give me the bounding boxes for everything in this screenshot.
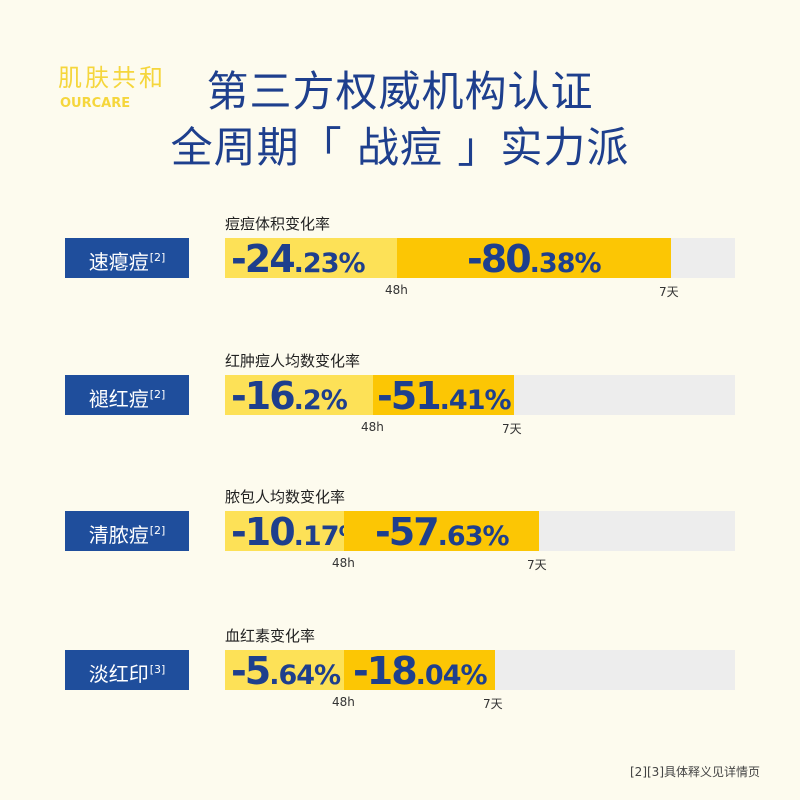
row-label-text: 褪红痘: [88, 387, 149, 411]
value-48h-dec: .23%: [293, 248, 366, 279]
row-label-ref: [2]: [149, 524, 166, 537]
footnote: [2][3]具体释义见详情页: [630, 765, 760, 779]
time-label-48h: 48h: [332, 556, 355, 570]
value-7d-int: -51: [377, 374, 442, 418]
value-48h-dec: .64%: [269, 660, 341, 691]
value-7d-int: -80: [467, 237, 532, 281]
row-label-badge: 淡红印[3]: [65, 650, 189, 690]
value-48h-int: -16: [231, 374, 296, 418]
progress-track: -5.64% -18.04%: [225, 649, 735, 693]
bar-48h: -24.23%: [225, 237, 397, 281]
time-label-7d: 7天: [659, 285, 679, 299]
value-7d: -80.38%: [467, 236, 602, 287]
time-label-7d: 7天: [483, 697, 503, 711]
bar-7d: -80.38%: [397, 237, 671, 281]
value-7d-dec: .04%: [415, 660, 488, 691]
time-label-7d: 7天: [502, 422, 522, 436]
metric-label: 痘痘体积变化率: [225, 215, 331, 233]
row-label-text: 淡红印: [88, 662, 149, 686]
metric-label: 红肿痘人均数变化率: [225, 352, 361, 370]
value-7d: -57.63%: [375, 509, 510, 560]
row-label-badge: 速瘪痘[2]: [65, 238, 189, 278]
progress-track: -10.17% -57.63%: [225, 510, 735, 554]
row-label-ref: [2]: [149, 388, 166, 401]
value-48h-dec: .2%: [293, 385, 348, 416]
value-7d-dec: .63%: [437, 521, 510, 552]
row-label-text: 速瘪痘: [88, 250, 149, 274]
value-48h-int: -24: [231, 237, 296, 281]
time-label-7d: 7天: [527, 558, 547, 572]
bar-7d: -18.04%: [344, 649, 495, 693]
value-48h: -24.23%: [231, 236, 366, 287]
row-label-ref: [2]: [149, 251, 166, 264]
value-7d-int: -57: [375, 510, 440, 554]
page-title-line2: 全周期「 战痘 」实力派: [170, 123, 630, 172]
page-title-line1: 第三方权威机构认证: [206, 67, 594, 116]
value-7d-dec: .41%: [439, 385, 512, 416]
metric-label: 脓包人均数变化率: [225, 488, 346, 506]
time-label-48h: 48h: [332, 695, 355, 709]
row-label-badge: 褪红痘[2]: [65, 375, 189, 415]
row-label-badge: 清脓痘[2]: [65, 511, 189, 551]
bar-48h: -16.2%: [225, 374, 373, 418]
value-48h-int: -5: [231, 649, 271, 693]
value-48h: -5.64%: [231, 648, 341, 699]
progress-track: -24.23% -80.38%: [225, 237, 735, 281]
bar-48h: -10.17%: [225, 510, 366, 554]
metric-label: 血红素变化率: [225, 627, 316, 645]
bar-48h: -5.64%: [225, 649, 344, 693]
value-7d-dec: .38%: [529, 248, 602, 279]
value-48h-int: -10: [231, 510, 296, 554]
value-48h: -16.2%: [231, 373, 348, 424]
brand-name-cn: 肌肤共和: [58, 64, 166, 92]
value-7d: -51.41%: [377, 373, 512, 424]
row-label-text: 清脓痘: [88, 523, 149, 547]
row-label-ref: [3]: [149, 663, 166, 676]
bar-7d: -51.41%: [373, 374, 514, 418]
brand-name-en: OURCARE: [60, 96, 131, 111]
value-7d: -18.04%: [353, 648, 488, 699]
progress-track: -16.2% -51.41%: [225, 374, 735, 418]
time-label-48h: 48h: [385, 283, 408, 297]
value-7d-int: -18: [353, 649, 418, 693]
time-label-48h: 48h: [361, 420, 384, 434]
bar-7d: -57.63%: [344, 510, 539, 554]
